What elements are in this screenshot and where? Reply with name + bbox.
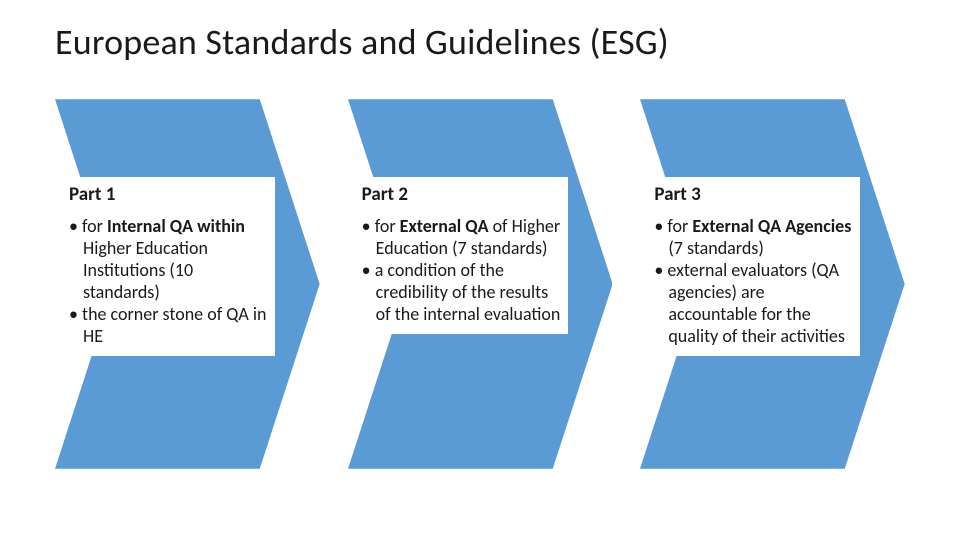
card-part-1: Part 1 for Internal QA within Higher Edu… bbox=[55, 99, 320, 469]
card-heading: Part 1 bbox=[69, 183, 271, 206]
card-heading: Part 3 bbox=[654, 183, 856, 206]
bullet-item: the corner stone of QA in HE bbox=[69, 304, 271, 348]
bullet-item: for External QA Agencies (7 standards) bbox=[654, 216, 856, 260]
card-text-block: Part 2 for External QA of Higher Educati… bbox=[358, 177, 568, 334]
card-bullets: for External QA Agencies (7 standards) e… bbox=[654, 216, 856, 348]
card-heading: Part 2 bbox=[362, 183, 564, 206]
cards-row: Part 1 for Internal QA within Higher Edu… bbox=[55, 99, 905, 469]
page-title: European Standards and Guidelines (ESG) bbox=[55, 20, 905, 64]
card-text-block: Part 3 for External QA Agencies (7 stand… bbox=[650, 177, 860, 356]
slide: European Standards and Guidelines (ESG) … bbox=[0, 0, 960, 540]
card-bullets: for Internal QA within Higher Education … bbox=[69, 216, 271, 348]
card-part-3: Part 3 for External QA Agencies (7 stand… bbox=[640, 99, 905, 469]
bullet-item: for Internal QA within Higher Education … bbox=[69, 216, 271, 304]
bullet-item: a condition of the credibility of the re… bbox=[362, 260, 564, 326]
card-part-2: Part 2 for External QA of Higher Educati… bbox=[348, 99, 613, 469]
bullet-item: for External QA of Higher Education (7 s… bbox=[362, 216, 564, 260]
bullet-item: external evaluators (QA agencies) are ac… bbox=[654, 260, 856, 348]
card-bullets: for External QA of Higher Education (7 s… bbox=[362, 216, 564, 326]
card-text-block: Part 1 for Internal QA within Higher Edu… bbox=[65, 177, 275, 356]
